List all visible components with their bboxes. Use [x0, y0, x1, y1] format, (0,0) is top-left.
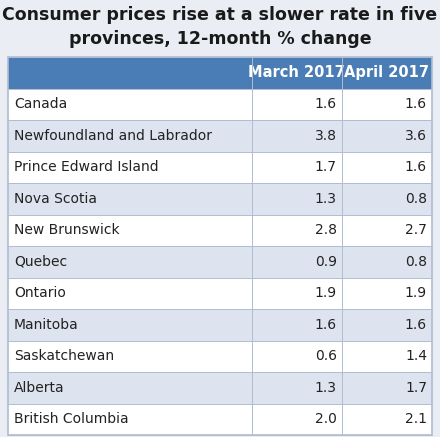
- Bar: [8, 372, 432, 403]
- Text: 0.9: 0.9: [315, 255, 337, 269]
- Bar: [8, 152, 432, 183]
- Text: Consumer prices rise at a slower rate in five
provinces, 12-month % change: Consumer prices rise at a slower rate in…: [3, 6, 437, 48]
- Bar: [8, 120, 432, 152]
- Bar: [8, 309, 432, 340]
- Text: 1.9: 1.9: [405, 286, 427, 300]
- Text: 3.8: 3.8: [315, 129, 337, 143]
- Bar: [8, 340, 432, 372]
- Text: Prince Edward Island: Prince Edward Island: [14, 160, 159, 174]
- Text: 1.6: 1.6: [405, 97, 427, 111]
- Text: 2.1: 2.1: [405, 412, 427, 426]
- Text: 1.6: 1.6: [315, 97, 337, 111]
- Text: 0.6: 0.6: [315, 349, 337, 363]
- Text: Manitoba: Manitoba: [14, 318, 79, 332]
- Bar: [8, 403, 432, 435]
- Text: 0.8: 0.8: [405, 255, 427, 269]
- Text: 1.6: 1.6: [405, 318, 427, 332]
- Text: 2.0: 2.0: [315, 412, 337, 426]
- Bar: [8, 277, 432, 309]
- Text: 1.3: 1.3: [315, 381, 337, 395]
- Bar: [8, 57, 432, 435]
- Text: Ontario: Ontario: [14, 286, 66, 300]
- Text: Canada: Canada: [14, 97, 67, 111]
- Bar: [8, 215, 432, 246]
- Text: New Brunswick: New Brunswick: [14, 223, 120, 237]
- Text: 0.8: 0.8: [405, 192, 427, 206]
- Text: Nova Scotia: Nova Scotia: [14, 192, 97, 206]
- Text: 2.7: 2.7: [405, 223, 427, 237]
- Text: 1.7: 1.7: [315, 160, 337, 174]
- Text: Alberta: Alberta: [14, 381, 65, 395]
- Text: 1.3: 1.3: [315, 192, 337, 206]
- Text: 1.6: 1.6: [315, 318, 337, 332]
- Bar: [8, 57, 432, 89]
- Text: 3.6: 3.6: [405, 129, 427, 143]
- Text: British Columbia: British Columbia: [14, 412, 128, 426]
- Bar: [8, 246, 432, 277]
- Text: 1.4: 1.4: [405, 349, 427, 363]
- Bar: [8, 183, 432, 215]
- Text: 1.9: 1.9: [315, 286, 337, 300]
- Text: Saskatchewan: Saskatchewan: [14, 349, 114, 363]
- Text: Newfoundland and Labrador: Newfoundland and Labrador: [14, 129, 212, 143]
- Text: 2.8: 2.8: [315, 223, 337, 237]
- Bar: [8, 89, 432, 120]
- Text: March 2017: March 2017: [249, 65, 345, 80]
- Text: Quebec: Quebec: [14, 255, 67, 269]
- Text: 1.7: 1.7: [405, 381, 427, 395]
- Text: April 2017: April 2017: [345, 65, 429, 80]
- Text: 1.6: 1.6: [405, 160, 427, 174]
